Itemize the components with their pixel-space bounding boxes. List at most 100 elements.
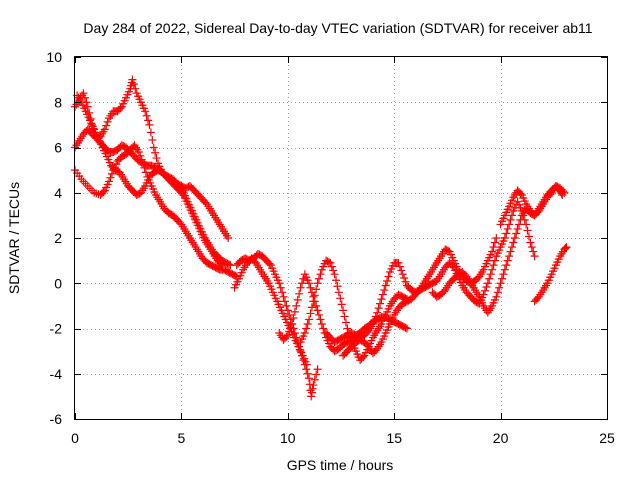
data-point xyxy=(145,120,154,129)
y-tick-label: 4 xyxy=(54,185,62,201)
data-point xyxy=(485,274,494,283)
x-axis-tick-labels: 0 5 10 15 20 25 xyxy=(71,430,615,446)
series-track-8 xyxy=(296,256,411,365)
data-point xyxy=(303,369,312,378)
data-point xyxy=(558,191,567,200)
data-point xyxy=(149,143,158,152)
data-point xyxy=(482,283,491,292)
data-point xyxy=(279,292,288,301)
series-track-5 xyxy=(232,249,322,401)
x-tick-label: 10 xyxy=(280,430,296,446)
data-point xyxy=(309,297,318,306)
data-point xyxy=(380,286,389,295)
data-point xyxy=(489,261,498,270)
data-point xyxy=(401,323,410,332)
data-point xyxy=(128,75,137,84)
data-point xyxy=(374,304,383,313)
data-point xyxy=(324,258,333,267)
data-point xyxy=(315,274,324,283)
data-point xyxy=(326,258,335,267)
data-point xyxy=(129,80,138,89)
data-point xyxy=(499,270,508,279)
data-point xyxy=(144,116,153,125)
data-point xyxy=(116,104,125,113)
data-point xyxy=(398,270,407,279)
data-point xyxy=(378,290,387,299)
data-point xyxy=(302,324,311,333)
data-point xyxy=(306,309,315,318)
data-point xyxy=(313,279,322,288)
chart-title: Day 284 of 2022, Sidereal Day-to-day VTE… xyxy=(83,20,592,36)
data-point xyxy=(289,313,298,322)
data-point xyxy=(496,279,505,288)
data-point xyxy=(313,306,322,315)
x-tick-label: 5 xyxy=(178,430,186,446)
data-point xyxy=(296,283,305,292)
data-point xyxy=(506,247,515,256)
data-point xyxy=(492,234,501,242)
y-axis-label: SDTVAR / TECUs xyxy=(6,182,22,294)
data-point xyxy=(134,148,143,157)
data-point xyxy=(376,299,385,308)
data-point xyxy=(516,215,525,224)
data-point xyxy=(384,272,393,281)
data-point xyxy=(383,276,392,285)
data-point xyxy=(290,307,299,316)
data-point xyxy=(296,347,305,356)
data-point xyxy=(99,187,108,196)
data-point xyxy=(106,173,115,182)
data-point xyxy=(332,276,341,285)
data-point xyxy=(280,297,289,306)
data-point xyxy=(395,262,404,271)
data-point xyxy=(358,353,367,362)
data-point xyxy=(503,256,512,265)
series-track-1 xyxy=(71,141,241,281)
data-point xyxy=(88,120,97,129)
x-axis-label: GPS time / hours xyxy=(287,457,394,473)
data-point xyxy=(401,277,410,286)
data-point xyxy=(85,108,94,117)
data-point xyxy=(522,220,531,229)
x-tick-label: 25 xyxy=(599,430,615,446)
data-point xyxy=(512,229,521,238)
series-track-3 xyxy=(71,89,233,242)
series-track-4 xyxy=(73,91,226,270)
data-point xyxy=(502,229,511,238)
data-point xyxy=(303,319,312,328)
data-point xyxy=(373,308,382,317)
data-point xyxy=(317,319,326,328)
y-tick-label: 6 xyxy=(54,140,62,156)
data-point xyxy=(330,270,339,279)
data-point xyxy=(282,301,291,310)
y-axis-tick-labels: -6 -4 -2 0 2 4 6 8 10 xyxy=(46,49,62,427)
data-point xyxy=(333,282,342,291)
data-point xyxy=(505,252,514,261)
data-point xyxy=(285,310,294,319)
data-point xyxy=(529,247,538,256)
data-point xyxy=(312,370,321,379)
data-point xyxy=(503,224,512,233)
data-point xyxy=(283,331,292,340)
data-point xyxy=(297,279,306,288)
data-point xyxy=(290,329,299,338)
data-point xyxy=(339,306,348,315)
data-point xyxy=(488,247,497,256)
data-point xyxy=(305,380,314,389)
data-point xyxy=(217,261,226,270)
grid xyxy=(75,57,607,419)
data-point xyxy=(490,256,499,265)
data-point xyxy=(307,303,316,312)
data-point xyxy=(148,135,157,144)
data-point xyxy=(131,84,140,93)
data-point xyxy=(313,365,322,374)
data-point xyxy=(523,226,532,235)
data-point xyxy=(319,324,328,333)
data-point xyxy=(510,234,519,242)
data-point xyxy=(275,279,284,288)
data-point xyxy=(216,259,225,268)
data-point xyxy=(293,295,302,304)
data-point xyxy=(493,288,502,297)
data-point xyxy=(307,392,316,401)
data-point xyxy=(105,177,114,186)
data-point xyxy=(400,273,409,282)
